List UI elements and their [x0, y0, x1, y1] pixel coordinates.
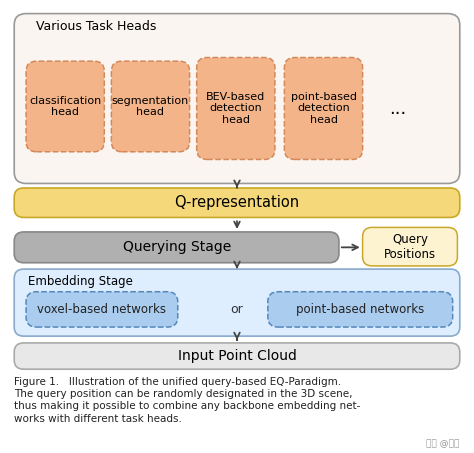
FancyBboxPatch shape: [111, 61, 190, 152]
Text: or: or: [231, 303, 243, 316]
Text: The query position can be randomly designated in the 3D scene,: The query position can be randomly desig…: [14, 389, 353, 399]
Text: Embedding Stage: Embedding Stage: [28, 275, 133, 288]
Text: 知乎 @谷溢: 知乎 @谷溢: [427, 439, 460, 448]
FancyBboxPatch shape: [14, 188, 460, 217]
FancyBboxPatch shape: [14, 343, 460, 369]
Text: Various Task Heads: Various Task Heads: [36, 20, 156, 34]
FancyBboxPatch shape: [14, 269, 460, 336]
Text: ...: ...: [390, 100, 407, 118]
FancyBboxPatch shape: [197, 58, 275, 159]
Text: Querying Stage: Querying Stage: [123, 241, 231, 254]
Text: works with different task heads.: works with different task heads.: [14, 414, 182, 424]
FancyBboxPatch shape: [268, 292, 453, 327]
Text: point-based networks: point-based networks: [296, 303, 424, 316]
Text: voxel-based networks: voxel-based networks: [37, 303, 166, 316]
Text: classification
head: classification head: [29, 96, 101, 117]
FancyBboxPatch shape: [26, 292, 178, 327]
Text: segmentation
head: segmentation head: [112, 96, 189, 117]
Text: Input Point Cloud: Input Point Cloud: [178, 349, 296, 363]
FancyBboxPatch shape: [363, 227, 457, 266]
FancyBboxPatch shape: [14, 14, 460, 183]
Text: Q-representation: Q-representation: [174, 195, 300, 210]
Text: Figure 1.   Illustration of the unified query-based EQ-Paradigm.: Figure 1. Illustration of the unified qu…: [14, 377, 341, 387]
Text: BEV-based
detection
head: BEV-based detection head: [206, 92, 265, 125]
FancyBboxPatch shape: [26, 61, 104, 152]
Text: Query
Positions: Query Positions: [384, 233, 436, 261]
FancyBboxPatch shape: [284, 58, 363, 159]
FancyBboxPatch shape: [14, 232, 339, 263]
Text: point-based
detection
head: point-based detection head: [291, 92, 356, 125]
Text: thus making it possible to combine any backbone embedding net-: thus making it possible to combine any b…: [14, 401, 361, 411]
